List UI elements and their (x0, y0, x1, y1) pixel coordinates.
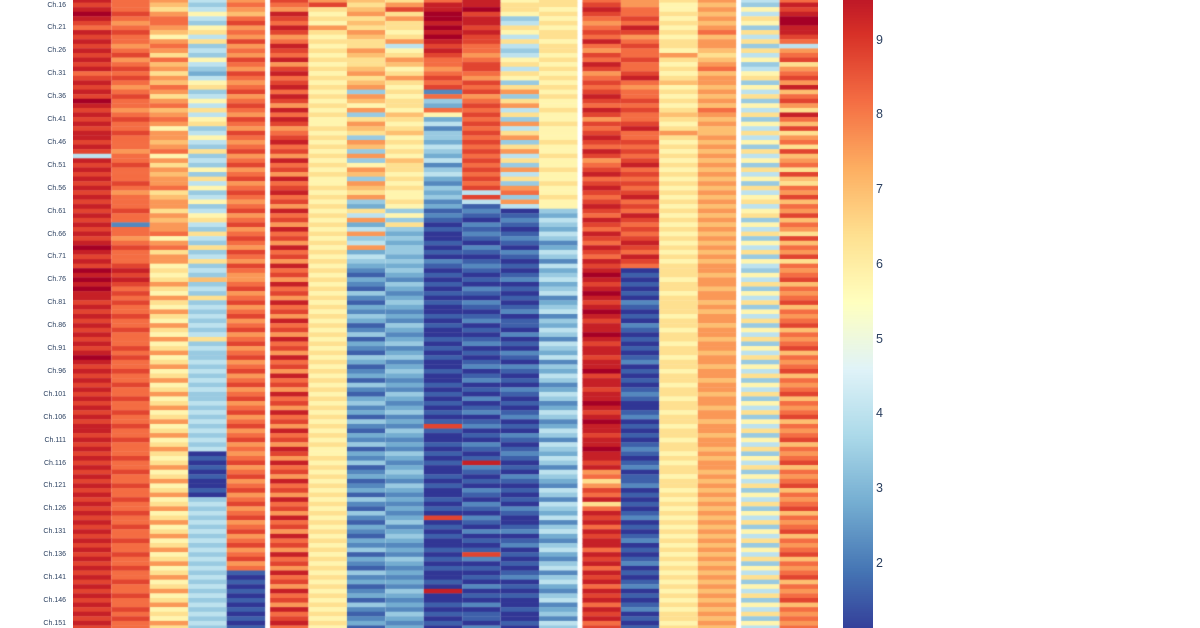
y-tick-label: Ch.131 (43, 528, 66, 536)
y-tick-label: Ch.51 (47, 161, 66, 169)
y-tick-label: Ch.91 (47, 345, 66, 352)
y-tick-label: Ch.101 (43, 390, 66, 398)
y-tick-label: Ch.116 (43, 459, 66, 467)
y-tick-label: Ch.21 (47, 24, 66, 32)
y-tick-label: Ch.76 (47, 276, 66, 284)
colorbar-tick-label: 5 (876, 331, 883, 346)
y-tick-label: Ch.151 (43, 619, 66, 627)
y-tick-label: Ch.61 (47, 207, 66, 215)
colorbar-tick-label: 2 (876, 555, 883, 570)
y-tick-label: Ch.31 (47, 70, 66, 78)
y-tick-label: Ch.146 (43, 596, 66, 604)
y-tick-label: Ch.96 (47, 367, 66, 375)
colorbar-tick-label: 9 (876, 32, 883, 47)
y-tick-label: Ch.16 (47, 1, 66, 9)
colorbar-tick-label: 3 (876, 481, 883, 495)
y-tick-label: Ch.121 (43, 482, 66, 490)
y-tick-label: Ch.26 (47, 47, 66, 55)
y-tick-label: Ch.71 (47, 253, 66, 261)
colorbar-tick-label: 7 (876, 182, 883, 196)
colorbar-tick-label: 6 (876, 256, 883, 271)
colorbar (843, 0, 873, 628)
y-tick-label: Ch.56 (47, 184, 66, 192)
y-tick-label: Ch.141 (43, 574, 66, 581)
heatmap-canvas[interactable] (73, 0, 818, 628)
y-tick-label: Ch.66 (47, 230, 66, 238)
y-tick-label: Ch.41 (47, 116, 66, 123)
y-tick-label: Ch.136 (43, 551, 66, 559)
y-tick-label: Ch.81 (47, 299, 66, 307)
y-tick-label: Ch.106 (43, 413, 66, 421)
y-tick-label: Ch.46 (47, 138, 66, 146)
y-tick-label: Ch.36 (47, 93, 66, 101)
y-tick-label: Ch.126 (43, 505, 66, 513)
y-tick-label: Ch.111 (44, 436, 66, 444)
colorbar-tick-label: 4 (876, 406, 883, 421)
y-tick-label: Ch.86 (47, 322, 66, 330)
colorbar-tick-label: 8 (876, 107, 883, 122)
